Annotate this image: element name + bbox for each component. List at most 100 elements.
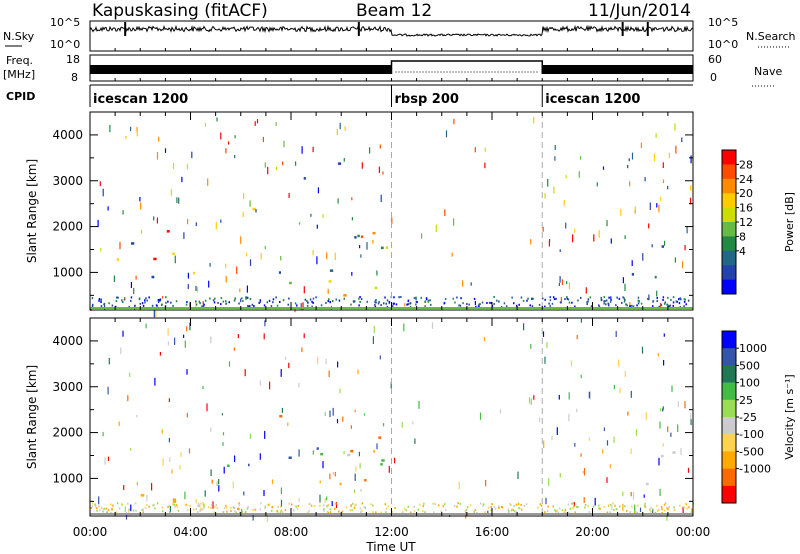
echo-cell — [216, 117, 218, 122]
echo-cell — [596, 182, 598, 187]
echo-cell — [526, 299, 528, 302]
echo-cell — [654, 275, 657, 279]
echo-cell — [123, 485, 125, 490]
echo-cell — [128, 305, 130, 308]
echo-cell — [683, 298, 686, 301]
echo-cell — [634, 206, 636, 214]
echo-cell — [167, 341, 169, 346]
echo-cell — [280, 256, 282, 261]
echo-cell — [508, 509, 510, 512]
echo-cell — [380, 463, 383, 466]
echo-cell — [343, 294, 347, 297]
echo-cell — [248, 305, 250, 308]
echo-cell — [187, 284, 189, 290]
nsky-label: N.Sky — [3, 30, 35, 43]
echo-cell — [218, 479, 220, 485]
echo-cell — [116, 296, 118, 299]
echo-cell — [660, 408, 662, 412]
echo-cell — [177, 509, 180, 512]
echo-cell — [131, 242, 135, 245]
echo-cell — [544, 511, 546, 514]
echo-cell — [473, 297, 476, 300]
echo-cell — [683, 305, 685, 308]
echo-cell — [668, 506, 670, 509]
echo-cell — [637, 299, 640, 302]
echo-cell — [337, 198, 339, 204]
echo-cell — [507, 508, 509, 511]
echo-cell — [223, 507, 226, 510]
echo-cell — [466, 303, 468, 305]
colorbar-swatch — [722, 451, 736, 469]
echo-cell — [606, 477, 608, 483]
echo-cell — [204, 299, 207, 302]
echo-cell — [338, 299, 341, 302]
echo-cell — [635, 429, 638, 436]
freq-label-line1: Freq. — [6, 54, 33, 67]
echo-cell — [690, 511, 693, 513]
echo-cell — [474, 147, 476, 153]
echo-cell — [684, 245, 686, 251]
echo-cell — [500, 506, 503, 508]
echo-cell — [100, 301, 102, 303]
echo-cell — [208, 280, 210, 288]
echo-cell — [379, 144, 381, 149]
colorbar-tick-label: 500 — [739, 359, 760, 372]
echo-cell — [677, 424, 679, 433]
echo-cell — [287, 303, 289, 306]
echo-cell — [517, 471, 519, 479]
echo-cell — [627, 164, 629, 169]
echo-cell — [336, 418, 339, 424]
echo-cell — [358, 304, 360, 307]
echo-cell — [424, 305, 426, 308]
echo-cell — [100, 247, 102, 252]
echo-cell — [244, 369, 246, 377]
echo-cell — [484, 511, 486, 514]
echo-cell — [264, 246, 266, 250]
echo-cell — [269, 381, 271, 390]
echo-cell — [613, 384, 615, 390]
echo-cell — [158, 299, 160, 301]
echo-cell — [296, 304, 298, 307]
echo-cell — [478, 305, 480, 308]
echo-cell — [556, 427, 558, 435]
echo-cell — [332, 471, 334, 476]
echo-cell — [140, 229, 143, 234]
echo-cell — [498, 505, 500, 508]
echo-cell — [416, 301, 418, 304]
echo-cell — [558, 394, 560, 400]
echo-cell — [108, 357, 110, 365]
echo-cell — [663, 360, 665, 366]
echo-cell — [511, 508, 513, 511]
echo-cell — [388, 302, 390, 305]
echo-cell — [565, 175, 567, 179]
echo-cell — [505, 305, 508, 308]
echo-cell — [326, 496, 328, 501]
echo-cell — [134, 502, 137, 505]
echo-cell — [98, 505, 100, 508]
echo-cell — [302, 302, 304, 310]
echo-cell — [429, 299, 431, 302]
echo-cell — [400, 296, 402, 298]
echo-cell — [96, 509, 98, 512]
echo-cell — [172, 500, 177, 503]
echo-cell — [570, 360, 573, 367]
echo-cell — [109, 124, 111, 133]
echo-cell — [476, 511, 478, 514]
echo-cell — [327, 288, 329, 294]
echo-cell — [136, 129, 138, 137]
echo-cell — [189, 504, 191, 507]
echo-cell — [210, 336, 212, 344]
freq-band-2 — [542, 65, 693, 74]
echo-cell — [328, 370, 330, 378]
echo-cell — [419, 503, 421, 506]
echo-cell — [91, 502, 94, 505]
echo-cell — [253, 305, 255, 307]
echo-cell — [662, 443, 664, 447]
echo-cell — [152, 504, 154, 507]
echo-cell — [433, 511, 435, 514]
echo-cell — [580, 318, 582, 323]
echo-cell — [644, 502, 646, 505]
echo-cell — [459, 502, 461, 505]
echo-cell — [674, 257, 676, 263]
echo-cell — [191, 151, 193, 159]
